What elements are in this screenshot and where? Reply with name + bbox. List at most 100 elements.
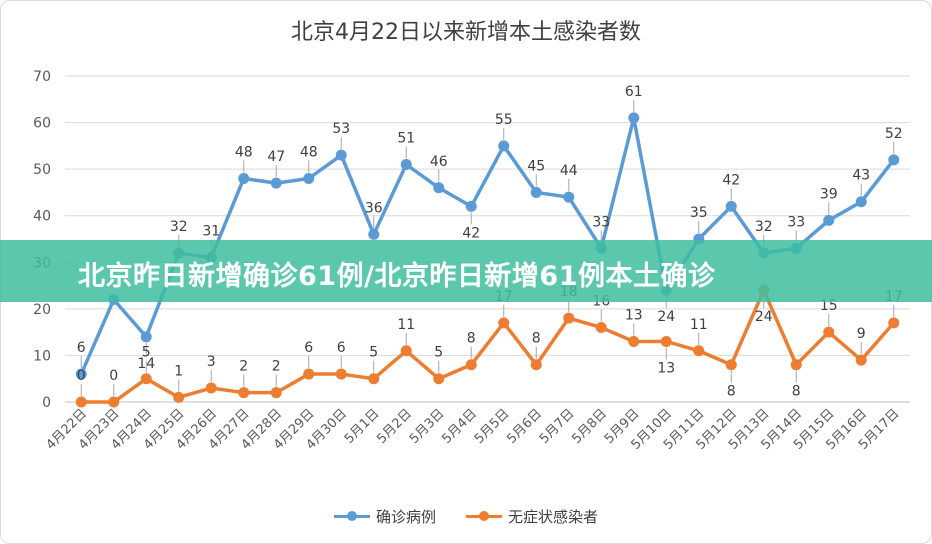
data-point bbox=[823, 326, 835, 338]
data-point bbox=[75, 368, 87, 380]
data-label: 45 bbox=[527, 158, 545, 174]
x-tick-label: 5月4日 bbox=[439, 406, 480, 447]
data-point bbox=[303, 368, 315, 380]
y-tick-label: 40 bbox=[33, 209, 51, 225]
data-label: 44 bbox=[560, 163, 578, 179]
data-label: 53 bbox=[332, 121, 350, 137]
legend-swatch-asymptomatic bbox=[466, 511, 502, 521]
data-point bbox=[238, 172, 250, 184]
data-label: 6 bbox=[337, 340, 346, 356]
y-tick-label: 70 bbox=[33, 69, 51, 85]
data-label: 33 bbox=[592, 214, 610, 230]
data-point bbox=[693, 345, 705, 357]
data-point bbox=[303, 172, 315, 184]
data-point bbox=[790, 359, 802, 371]
data-point bbox=[628, 335, 640, 347]
data-point bbox=[563, 191, 575, 203]
data-label: 6 bbox=[77, 340, 86, 356]
data-label: 46 bbox=[430, 154, 448, 170]
data-point bbox=[173, 391, 185, 403]
data-point bbox=[433, 182, 445, 194]
data-label: 47 bbox=[267, 149, 285, 165]
data-point bbox=[400, 158, 412, 170]
data-point bbox=[725, 359, 737, 371]
data-label: 5 bbox=[369, 345, 378, 361]
chart-title: 北京4月22日以来新增本土感染者数 bbox=[291, 20, 641, 45]
data-label: 8 bbox=[532, 331, 541, 347]
data-label: 15 bbox=[820, 298, 838, 314]
data-label: 42 bbox=[462, 225, 480, 241]
data-label: 0 bbox=[109, 368, 118, 384]
legend: 确诊病例 无症状感染者 bbox=[0, 506, 932, 527]
data-label: 2 bbox=[239, 359, 248, 375]
data-point bbox=[238, 387, 250, 399]
data-point bbox=[498, 317, 510, 329]
data-point bbox=[823, 214, 835, 226]
data-point bbox=[75, 396, 87, 408]
data-point bbox=[498, 140, 510, 152]
data-label: 5 bbox=[434, 345, 443, 361]
data-label: 43 bbox=[852, 168, 870, 184]
x-tick-label: 5月6日 bbox=[504, 406, 545, 447]
data-label: 39 bbox=[820, 186, 838, 202]
data-label: 13 bbox=[625, 307, 643, 323]
data-point bbox=[400, 345, 412, 357]
data-label: 48 bbox=[235, 144, 253, 160]
data-label: 11 bbox=[397, 317, 415, 333]
gridlines bbox=[65, 75, 910, 403]
data-point bbox=[270, 177, 282, 189]
legend-item-asymptomatic: 无症状感染者 bbox=[466, 506, 598, 527]
data-point bbox=[140, 373, 152, 385]
data-label: 33 bbox=[787, 214, 805, 230]
series-line-asymptomatic bbox=[81, 288, 896, 404]
data-point bbox=[368, 228, 380, 240]
data-label: 0 bbox=[77, 368, 86, 384]
data-label: 48 bbox=[300, 144, 318, 160]
y-tick-label: 60 bbox=[33, 116, 51, 132]
data-point bbox=[205, 382, 217, 394]
data-point bbox=[563, 312, 575, 324]
data-point bbox=[888, 317, 900, 329]
x-tick-label: 5月8日 bbox=[569, 406, 610, 447]
data-point bbox=[595, 321, 607, 333]
y-tick-label: 0 bbox=[42, 395, 51, 411]
data-label: 24 bbox=[657, 309, 675, 325]
data-label: 1 bbox=[174, 363, 183, 379]
x-tick-label: 5月7日 bbox=[537, 406, 578, 447]
x-tick-label: 5月1日 bbox=[342, 406, 383, 447]
legend-item-confirmed: 确诊病例 bbox=[333, 506, 436, 527]
data-point bbox=[660, 335, 672, 347]
data-label: 32 bbox=[755, 219, 773, 235]
data-point bbox=[855, 354, 867, 366]
data-label: 5 bbox=[142, 345, 151, 361]
data-label: 6 bbox=[304, 340, 313, 356]
data-label: 35 bbox=[690, 205, 708, 221]
data-label: 31 bbox=[202, 224, 220, 240]
data-label: 32 bbox=[170, 219, 188, 235]
data-point bbox=[270, 387, 282, 399]
legend-label-asymptomatic: 无症状感染者 bbox=[508, 508, 599, 526]
data-point bbox=[368, 373, 380, 385]
data-label: 36 bbox=[365, 200, 383, 216]
data-label: 9 bbox=[857, 326, 866, 342]
headline-banner: 北京昨日新增确诊61例/北京昨日新增61例本土确诊 bbox=[0, 240, 932, 302]
data-point bbox=[888, 154, 900, 166]
data-label: 52 bbox=[885, 126, 903, 142]
data-point bbox=[433, 373, 445, 385]
data-point bbox=[855, 196, 867, 208]
x-axis-ticks: 4月22日4月23日4月24日4月25日4月26日4月27日4月28日4月29日… bbox=[44, 406, 903, 453]
headline-text: 北京昨日新增确诊61例/北京昨日新增61例本土确诊 bbox=[78, 261, 716, 292]
data-label: 11 bbox=[690, 317, 708, 333]
data-label: 8 bbox=[727, 384, 736, 400]
data-point bbox=[465, 359, 477, 371]
data-point bbox=[140, 331, 152, 343]
data-point bbox=[530, 186, 542, 198]
data-label: 24 bbox=[755, 309, 773, 325]
data-label: 13 bbox=[657, 360, 675, 376]
data-point bbox=[335, 149, 347, 161]
data-point bbox=[530, 359, 542, 371]
legend-swatch-confirmed bbox=[333, 511, 370, 521]
data-label: 3 bbox=[207, 354, 216, 370]
data-point bbox=[108, 396, 120, 408]
y-tick-label: 10 bbox=[33, 348, 51, 364]
